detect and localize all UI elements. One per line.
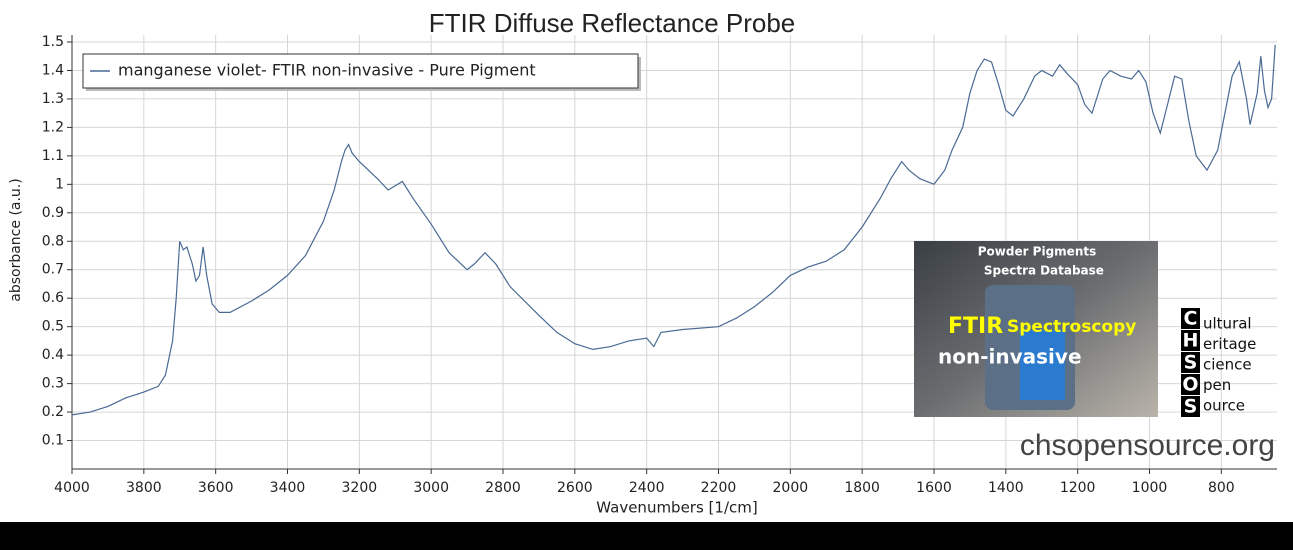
logo-letter: O xyxy=(1182,374,1198,396)
logo-word: pen xyxy=(1203,376,1231,394)
y-tick-label: 1.4 xyxy=(42,62,64,78)
x-tick-label: 2800 xyxy=(485,480,521,496)
logo-block xyxy=(1181,396,1200,417)
legend-label: manganese violet- FTIR non-invasive - Pu… xyxy=(118,61,536,80)
y-tick-label: 0.5 xyxy=(42,319,64,335)
y-tick-label: 0.3 xyxy=(42,376,64,392)
device-screen xyxy=(1020,330,1065,400)
y-tick-label: 0.6 xyxy=(42,290,64,306)
x-tick-label: 2400 xyxy=(629,480,665,496)
logo-letter: C xyxy=(1184,308,1198,330)
logo-letter: S xyxy=(1184,352,1198,374)
inset-text: Spectroscopy xyxy=(1007,317,1136,337)
x-tick-label: 1000 xyxy=(1132,480,1168,496)
y-tick-label: 0.4 xyxy=(42,347,64,363)
x-tick-label: 3800 xyxy=(126,480,162,496)
logo-word: eritage xyxy=(1203,335,1256,353)
legend-box xyxy=(82,53,639,89)
chart-title: FTIR Diffuse Reflectance Probe xyxy=(429,8,796,38)
y-tick-label: 1 xyxy=(55,176,64,192)
inset-text: Powder Pigments xyxy=(978,245,1097,259)
y-tick-label: 1.2 xyxy=(42,119,64,135)
logo-block xyxy=(1181,330,1200,351)
x-tick-label: 3000 xyxy=(413,480,449,496)
x-tick-label: 3400 xyxy=(270,480,306,496)
y-tick-label: 1.5 xyxy=(42,34,64,50)
y-tick-label: 0.1 xyxy=(42,433,64,449)
x-tick-label: 3600 xyxy=(198,480,234,496)
y-tick-label: 0.2 xyxy=(42,404,64,420)
x-tick-label: 1600 xyxy=(916,480,952,496)
logo-letter: S xyxy=(1184,396,1198,418)
x-tick-label: 2600 xyxy=(557,480,593,496)
logo-word: ource xyxy=(1203,397,1245,415)
inset-text: non-invasive xyxy=(938,345,1082,369)
x-tick-label: 2200 xyxy=(701,480,737,496)
url: chsopensource.org xyxy=(1020,429,1275,462)
y-tick-label: 1.1 xyxy=(42,148,64,164)
x-tick-label: 1400 xyxy=(988,480,1024,496)
logo-word: ultural xyxy=(1203,315,1252,333)
y-tick-label: 1.3 xyxy=(42,91,64,107)
logo-block xyxy=(1181,374,1200,395)
x-tick-label: 3200 xyxy=(342,480,378,496)
x-axis-label: Wavenumbers [1/cm] xyxy=(596,499,757,517)
logo-block xyxy=(1181,308,1200,329)
y-tick-label: 0.9 xyxy=(42,205,64,221)
logo-word: cience xyxy=(1203,356,1252,374)
x-tick-label: 1800 xyxy=(844,480,880,496)
x-tick-label: 2000 xyxy=(773,480,809,496)
inset-text: Spectra xyxy=(984,264,1036,278)
y-axis-label: absorbance (a.u.) xyxy=(8,178,24,301)
y-tick-label: 0.7 xyxy=(42,262,64,278)
y-tick-label: 0.8 xyxy=(42,233,64,249)
logo-block xyxy=(1181,352,1200,373)
bottom-bar xyxy=(0,522,1293,550)
logo-letter: H xyxy=(1183,330,1199,352)
inset-text: Database xyxy=(1040,264,1104,278)
x-tick-label: 1200 xyxy=(1060,480,1096,496)
x-tick-label: 800 xyxy=(1208,480,1235,496)
data-line xyxy=(71,44,1276,416)
inset-text: FTIR xyxy=(948,314,1003,339)
x-tick-label: 4000 xyxy=(54,480,90,496)
